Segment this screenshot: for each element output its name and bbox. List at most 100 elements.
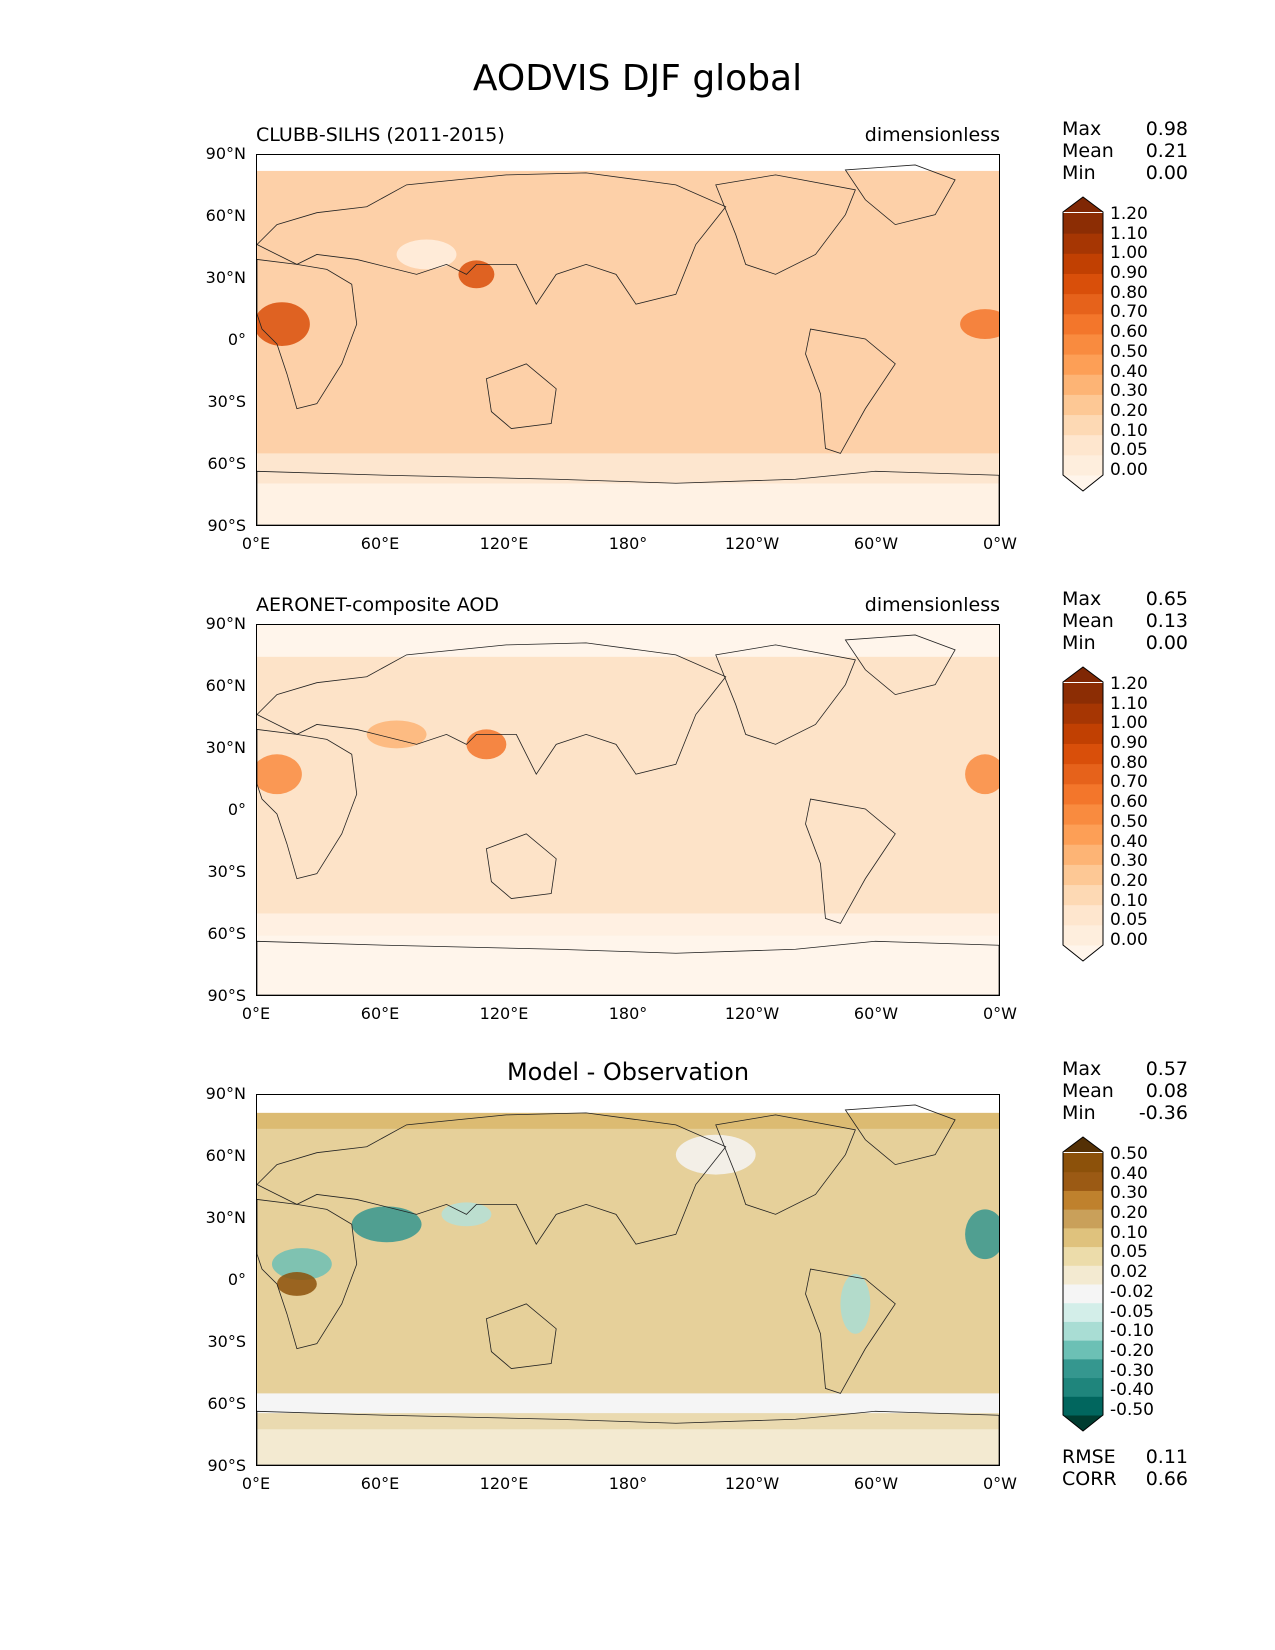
colorbar-tick-label: 0.10 [1110,890,1148,911]
colorbar-swatch [1063,803,1103,825]
lon-tick-label: 0°W [983,1004,1017,1023]
colorbar-tick-label: -0.30 [1110,1360,1154,1381]
lon-tick-label: 0°E [241,1004,271,1023]
colorbar-outline [1062,1136,1104,1432]
latitude-band [257,935,999,995]
lat-tick-label: 0° [227,800,246,819]
aerosol-hotspot [351,1206,422,1243]
lon-tick-label: 180° [608,534,648,553]
lat-tick-label: 30°N [205,268,246,287]
colorbar-tick-label: -0.05 [1110,1301,1154,1322]
lat-tick-label: 30°S [207,392,246,411]
lat-tick-label: 30°N [205,738,246,757]
colorbar-outline [1062,666,1104,962]
colorbar-swatch [1063,763,1103,785]
colorbar-swatch [1063,924,1103,946]
stat-label: Max [1062,1058,1102,1080]
aerosol-hotspot [257,754,302,795]
aerosol-hotspot [960,309,999,340]
latitude-band [257,155,999,171]
colorbar-swatch [1063,1340,1103,1360]
colorbar-tick-label: 0.00 [1110,460,1148,480]
coastline [805,1268,896,1394]
colorbar-tick-label: -0.20 [1110,1340,1154,1361]
colorbar-swatch [1063,1171,1103,1191]
colorbar-tick-label: 0.05 [1110,910,1148,931]
coastline [485,1303,557,1369]
latitude-band [257,483,999,525]
colorbar-extend-top [1063,667,1103,682]
colorbar-swatch [1063,374,1103,395]
colorbar-swatch [1063,783,1103,805]
map-diff [256,1094,1000,1466]
stat-value: 0.00 [1145,632,1188,654]
lon-tick-label: 120°W [724,1474,780,1493]
aerosol-hotspot [458,260,495,289]
colorbar-tick-label: 1.20 [1110,204,1148,224]
stat-value: 0.13 [1145,610,1188,632]
colorbar-tick-label: 0.70 [1110,772,1148,793]
colorbar-tick-label: 0.10 [1110,1222,1148,1243]
colorbar-tick-label: 0.30 [1110,851,1148,872]
colorbar-swatch [1063,213,1103,234]
stat-value: 0.57 [1145,1058,1188,1080]
colorbar-tick-label: 1.20 [1110,674,1148,694]
colorbar-swatch [1063,864,1103,886]
colorbar-swatch [1063,1153,1103,1173]
colorbar-swatch [1063,723,1103,744]
colorbar-swatch [1063,333,1103,355]
colorbar-tick-label: -0.10 [1110,1321,1154,1342]
colorbar-tick-label: 1.10 [1110,693,1148,714]
colorbar-swatch [1063,1302,1103,1322]
latitude-band [257,453,999,484]
coastline [257,172,727,305]
coastline [485,833,557,899]
lat-tick-label: 30°S [207,1332,246,1351]
coastline [715,1114,856,1215]
lon-tick-label: 60°E [360,534,400,553]
colorbar-tick-label: 0.90 [1110,263,1148,284]
colorbar-swatch [1063,1396,1103,1416]
colorbar-tick-label: 0.70 [1110,302,1148,323]
aerosol-hotspot [675,1134,756,1175]
lat-tick-label: 0° [227,1270,246,1289]
map-field-obs [257,625,999,995]
stat-label: Min [1062,162,1096,184]
latitude-band [257,913,999,936]
colorbar-swatch [1063,884,1103,906]
colorbar-tick-label: 0.30 [1110,1183,1148,1204]
lon-tick-label: 180° [608,1474,648,1493]
colorbar-tick-label: 0.40 [1110,361,1148,382]
stat-value: 0.21 [1145,140,1188,162]
stat-label: Min [1062,632,1096,654]
colorbar-model [1062,196,1104,492]
lat-tick-label: 60°S [207,454,246,473]
coastline [715,644,856,745]
latitude-band [257,625,999,657]
colorbar-tick-label: 0.80 [1110,752,1148,773]
stat-value: 0.00 [1145,162,1188,184]
aerosol-hotspot [965,754,999,795]
colorbar-swatch [1063,394,1103,416]
coastline [257,470,999,525]
coastline [257,940,999,995]
latitude-band [257,1112,999,1129]
panel-left-title: CLUBB-SILHS (2011-2015) [256,124,505,146]
stat-label: Mean [1062,610,1114,632]
lon-tick-label: 120°W [724,1004,780,1023]
colorbar-tick-label: 0.90 [1110,733,1148,754]
colorbar-tick-label: 0.20 [1110,1203,1148,1224]
colorbar-swatch [1063,824,1103,845]
colorbar-swatch [1063,1190,1103,1210]
colorbar-extend-top [1063,1137,1103,1152]
colorbar-outline [1062,196,1104,492]
map-field-diff [257,1095,999,1465]
colorbar-tick-label: 0.10 [1110,420,1148,441]
colorbar-tick-label: 0.50 [1110,341,1148,362]
coastline [805,798,896,924]
colorbar-swatch [1063,844,1103,865]
lon-tick-label: 60°E [360,1004,400,1023]
colorbar-swatch [1063,703,1103,724]
colorbar-tick-label: -0.40 [1110,1380,1154,1401]
lat-tick-label: 90°N [205,1084,246,1103]
